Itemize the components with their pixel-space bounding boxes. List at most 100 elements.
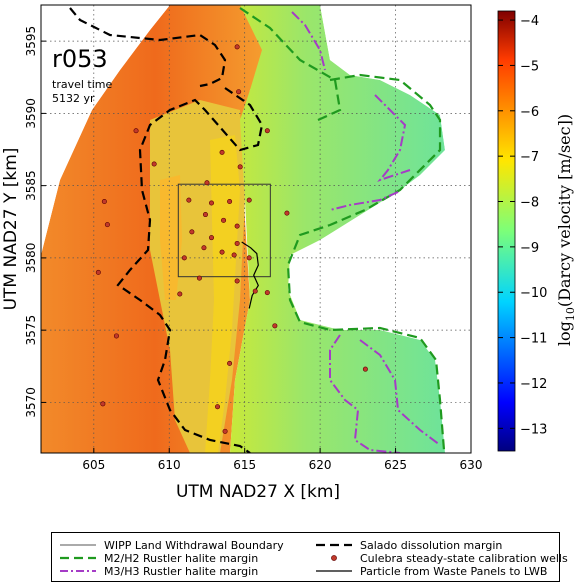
legend-item-particle: Particle from Waste Panels to LWB xyxy=(314,563,547,579)
colorbar-tick-label: −11 xyxy=(520,332,547,347)
colorbar-tick-label: −6 xyxy=(520,105,539,120)
travel-time-value: 5132 yr xyxy=(52,92,95,105)
calibration-well-marker xyxy=(362,366,368,372)
calibration-well-marker xyxy=(104,222,110,228)
colorbar-tick-label: −9 xyxy=(520,241,539,256)
colorbar-tick-label: −5 xyxy=(520,59,539,74)
calibration-well-marker xyxy=(101,199,107,205)
calibration-well-marker xyxy=(264,128,270,134)
velocity-field-streak xyxy=(160,175,182,300)
velocity-field-streak xyxy=(205,135,240,453)
colorbar-tick-label: −12 xyxy=(520,377,547,392)
calibration-well-marker xyxy=(189,229,195,235)
calibration-well-marker xyxy=(208,200,214,206)
run-label: r053 xyxy=(52,45,108,73)
calibration-well-marker xyxy=(201,245,207,251)
particle-path xyxy=(241,241,259,309)
legend-symbol-dashdot-purple xyxy=(60,570,96,572)
calibration-well-marker xyxy=(284,210,290,216)
x-tick-label: 615 xyxy=(233,458,256,472)
calibration-well-marker xyxy=(133,128,139,134)
calibration-well-marker xyxy=(234,278,240,284)
calibration-well-marker xyxy=(227,360,233,366)
calibration-well-marker xyxy=(234,223,240,229)
colorbar-tick-label: −4 xyxy=(520,14,539,29)
calibration-well-marker xyxy=(219,149,225,155)
calibration-well-marker xyxy=(177,291,183,297)
m3h3-rustler-halite-margin xyxy=(291,11,441,453)
colorbar xyxy=(497,10,516,452)
wipp-land-withdrawal-boundary xyxy=(177,183,271,278)
colorbar-tick-label: −10 xyxy=(520,286,547,301)
calibration-well-marker xyxy=(215,404,221,410)
y-tick-label: 3595 xyxy=(24,26,38,57)
calibration-well-marker xyxy=(264,290,270,296)
y-axis-title: UTM NAD27 Y [km] xyxy=(1,148,21,311)
calibration-well-marker xyxy=(181,255,187,261)
m2h2-rustler-halite-margin xyxy=(239,7,446,451)
calibration-wells xyxy=(95,44,368,434)
legend-item-wells: Culebra steady-state calibration wells xyxy=(314,550,568,566)
y-tick-label: 3570 xyxy=(24,387,38,418)
calibration-well-marker xyxy=(219,249,225,255)
calibration-well-marker xyxy=(222,428,228,434)
colorbar-tick-label: −8 xyxy=(520,196,539,211)
legend-item-wipp: WIPP Land Withdrawal Boundary xyxy=(58,537,284,553)
legend-symbol-well-dot xyxy=(331,555,337,561)
calibration-well-marker xyxy=(231,252,237,258)
legend-symbol-thin-line xyxy=(60,544,96,546)
calibration-well-marker xyxy=(95,269,101,275)
calibration-well-marker xyxy=(252,288,258,294)
legend-label: M3/H3 Rustler halite margin xyxy=(104,564,259,578)
calibration-well-marker xyxy=(186,197,192,203)
salado-dissolution-margin xyxy=(69,7,264,453)
calibration-well-marker xyxy=(227,199,233,205)
calibration-well-marker xyxy=(234,240,240,246)
colorbar-label: log10(Darcy velocity [m/sec]) xyxy=(555,114,577,346)
legend-label: M2/H2 Rustler halite margin xyxy=(104,551,259,565)
colorbar-label-main: log xyxy=(555,321,574,346)
legend: WIPP Land Withdrawal Boundary Salado dis… xyxy=(51,532,568,582)
legend-item-m2h2: M2/H2 Rustler halite margin xyxy=(58,550,258,566)
calibration-well-marker xyxy=(221,217,227,223)
domain-outside-ne xyxy=(320,5,471,260)
colorbar-label-sub: 10 xyxy=(564,307,577,321)
x-axis: 605 610 615 620 625 630 xyxy=(82,448,482,472)
velocity-field-east xyxy=(230,5,445,453)
y-tick-label: 3590 xyxy=(24,98,38,129)
calibration-well-marker xyxy=(237,164,243,170)
x-axis-title: UTM NAD27 X [km] xyxy=(176,482,340,502)
legend-symbol-dashed-green xyxy=(60,556,96,560)
legend-label: WIPP Land Withdrawal Boundary xyxy=(104,538,284,552)
calibration-well-marker xyxy=(246,197,252,203)
y-tick-label: 3575 xyxy=(24,315,38,346)
legend-item-salado: Salado dissolution margin xyxy=(314,537,502,553)
calibration-well-marker xyxy=(100,401,106,407)
calibration-well-marker xyxy=(208,235,214,241)
calibration-well-marker xyxy=(196,275,202,281)
calibration-well-marker xyxy=(113,333,119,339)
x-tick-label: 630 xyxy=(460,458,483,472)
calibration-well-marker xyxy=(236,89,242,95)
calibration-well-marker xyxy=(272,323,278,329)
plot-frame xyxy=(40,4,472,454)
calibration-well-marker xyxy=(246,255,252,261)
y-tick-label: 3580 xyxy=(24,243,38,274)
legend-symbol-dashed-black xyxy=(316,543,352,547)
legend-label: Particle from Waste Panels to LWB xyxy=(360,564,548,578)
y-tick-label: 3585 xyxy=(24,170,38,201)
domain-outside-nw xyxy=(41,5,170,255)
y-axis: 3570 3575 3580 3585 3590 3595 xyxy=(24,26,46,418)
legend-label: Culebra steady-state calibration wells xyxy=(360,551,568,565)
legend-symbol-solid-black xyxy=(316,570,352,572)
legend-item-m3h3: M3/H3 Rustler halite margin xyxy=(58,563,258,579)
legend-label: Salado dissolution margin xyxy=(360,538,503,552)
domain-outside-se xyxy=(290,178,471,453)
x-tick-label: 620 xyxy=(309,458,332,472)
colorbar-tick-label: −13 xyxy=(520,422,547,437)
colorbar-tick-label: −7 xyxy=(520,150,539,165)
x-tick-label: 605 xyxy=(82,458,105,472)
colorbar-ticks: −4 −5 −6 −7 −8 −9 −10 −11 −12 −13 xyxy=(498,14,547,437)
calibration-well-marker xyxy=(202,212,208,218)
